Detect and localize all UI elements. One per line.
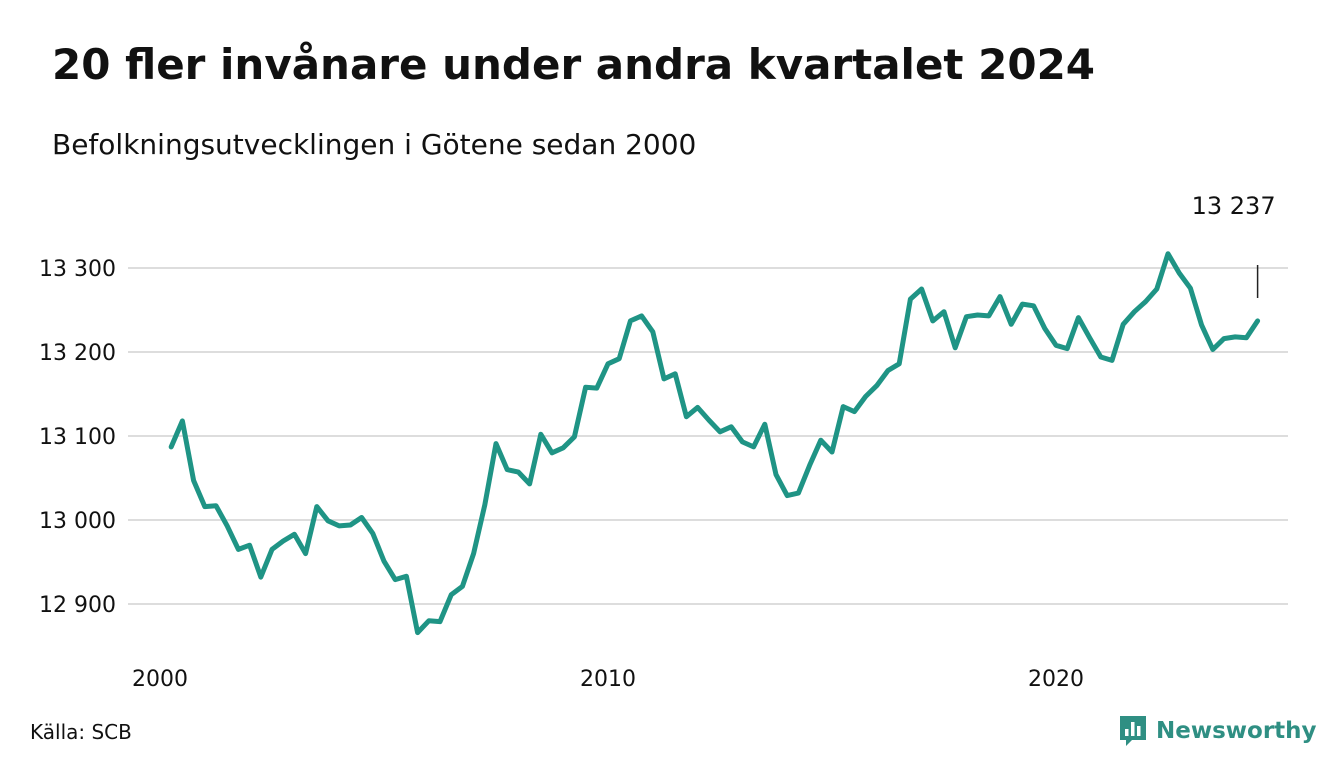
y-tick-label: 12 900 [39,593,116,618]
series-line [168,251,1261,636]
y-tick-label: 13 300 [39,257,116,282]
grid-lines [128,267,1288,605]
x-tick-label: 2000 [132,667,188,692]
y-tick-label: 13 100 [39,425,116,450]
x-tick-label: 2010 [580,667,636,692]
x-axis-labels: 2000 2010 2020 [132,667,1084,692]
chart-title: 20 fler invånare under andra kvartalet 2… [52,40,1096,89]
chart-subtitle: Befolkningsutvecklingen i Götene sedan 2… [52,128,697,161]
y-axis-labels: 13 300 13 200 13 100 13 000 12 900 [39,257,116,618]
x-tick-label: 2020 [1028,667,1084,692]
annotation-layer: 13 237 [1192,192,1276,298]
source-label: Källa: SCB [30,720,132,744]
y-tick-label: 13 200 [39,341,116,366]
brand-logo: Newsworthy [1118,714,1317,748]
bar-chart-speech-bubble-icon [1120,716,1146,746]
series-layer [168,251,1261,636]
last-value-label: 13 237 [1192,192,1276,220]
y-tick-label: 13 000 [39,509,116,534]
brand-name: Newsworthy [1156,718,1317,744]
